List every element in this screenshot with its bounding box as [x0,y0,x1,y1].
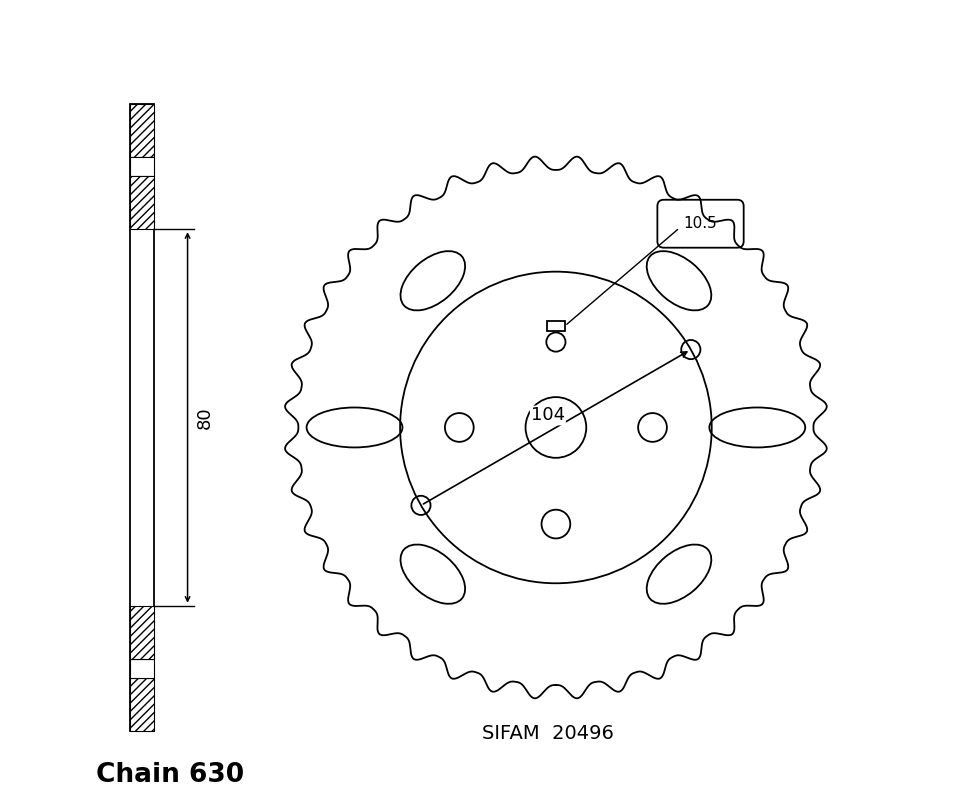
Bar [130,678,154,731]
Bar [547,321,564,331]
Text: SIFAM  20496: SIFAM 20496 [482,724,613,743]
Bar [130,157,154,176]
Bar [130,606,154,659]
Bar [130,104,154,157]
Text: Chain 630: Chain 630 [96,762,245,788]
Text: 80: 80 [196,406,214,429]
Bar [130,176,154,229]
Text: 104: 104 [531,407,565,424]
Text: 10.5: 10.5 [684,217,717,231]
Bar [130,104,154,731]
Bar [130,659,154,678]
